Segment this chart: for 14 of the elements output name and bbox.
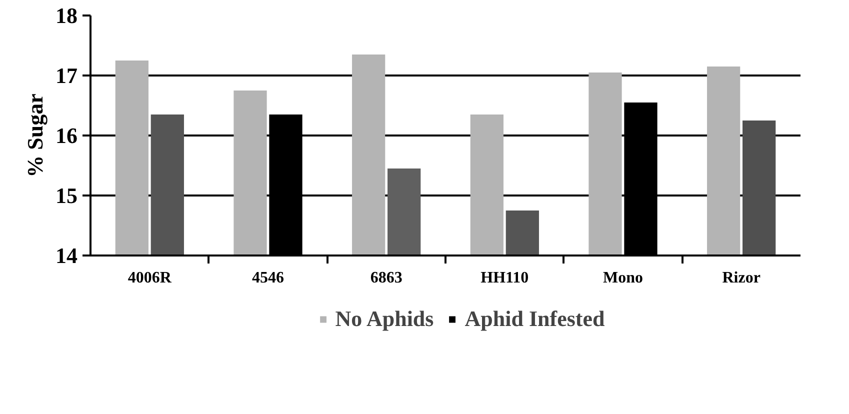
x-tick-label: 6863	[370, 270, 402, 286]
x-tick-label: HH110	[480, 270, 529, 286]
x-tick-label: 4006R	[128, 270, 172, 286]
x-tick-label: Rizor	[722, 270, 760, 286]
y-tick-label: 18	[56, 3, 78, 28]
legend-label: No Aphids	[335, 306, 434, 332]
y-tick-label: 16	[56, 123, 78, 148]
y-axis-title: % Sugar	[22, 93, 48, 178]
x-tick-label: Mono	[603, 270, 643, 286]
x-tick-label: 4546	[252, 270, 284, 286]
y-tick-label: 14	[56, 243, 78, 268]
y-tick-label: 15	[56, 183, 78, 208]
legend-label: Aphid Infested	[464, 306, 605, 332]
y-tick-label: 17	[56, 63, 78, 88]
